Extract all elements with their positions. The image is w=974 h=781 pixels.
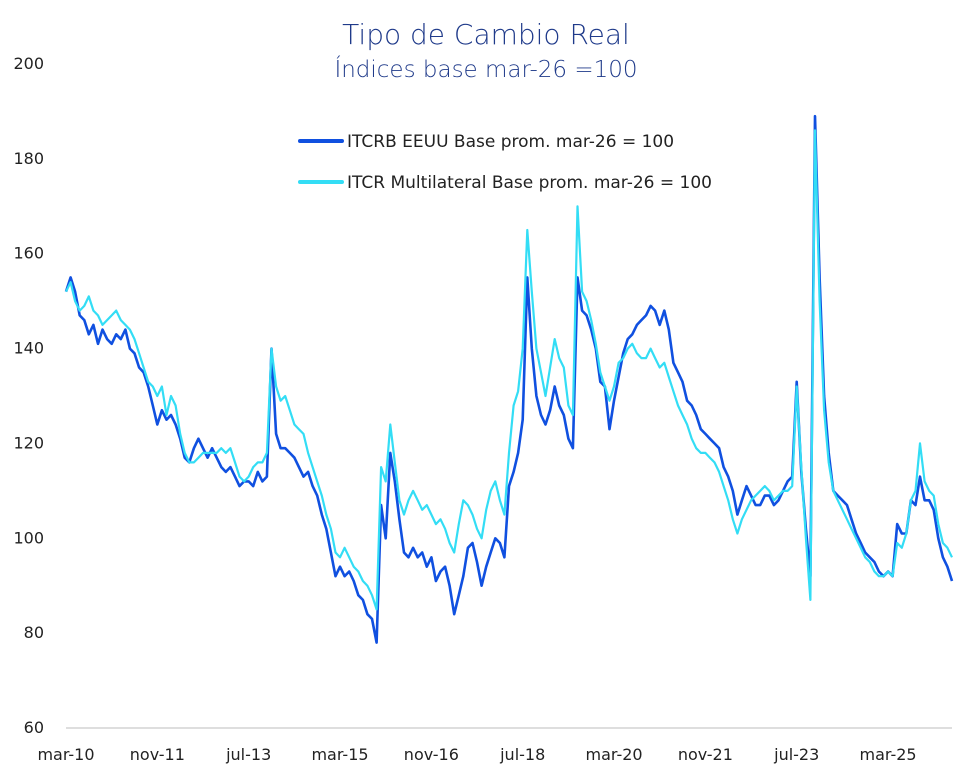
- y-axis-ticks: 60 80 100 120 140 160 180 200: [13, 54, 44, 737]
- y-tick-label: 60: [24, 718, 44, 737]
- chart-title: Tipo de Cambio Real: [342, 18, 630, 51]
- series-line-itcrb-eeuu: [64, 114, 954, 644]
- y-tick-label: 120: [13, 433, 44, 452]
- x-tick-label: mar-10: [37, 745, 94, 764]
- y-tick-label: 100: [13, 528, 44, 547]
- y-tick-label: 180: [13, 149, 44, 168]
- x-tick-label: mar-15: [311, 745, 368, 764]
- x-tick-label: jul-13: [225, 745, 271, 764]
- y-tick-label: 160: [13, 244, 44, 263]
- x-axis-ticks: mar-10 nov-11 jul-13 mar-15 nov-16 jul-18 mar-…: [37, 745, 916, 764]
- x-tick-label: nov-16: [404, 745, 459, 764]
- y-tick-label: 140: [13, 339, 44, 358]
- x-tick-label: nov-11: [130, 745, 185, 764]
- y-tick-label: 200: [13, 54, 44, 73]
- x-tick-label: mar-25: [860, 745, 917, 764]
- series-line-itcr-multilateral: [65, 129, 953, 611]
- x-tick-label: mar-20: [586, 745, 643, 764]
- legend: ITCRB EEUU Base prom. mar-26 = 100 ITCR …: [298, 132, 712, 193]
- legend-label-itcr-multilateral: ITCR Multilateral Base prom. mar-26 = 10…: [347, 173, 712, 193]
- x-tick-label: nov-21: [678, 745, 733, 764]
- x-tick-label: jul-18: [499, 745, 545, 764]
- x-tick-label: jul-23: [773, 745, 819, 764]
- y-tick-label: 80: [24, 623, 44, 642]
- chart-subtitle: Índices base mar-26 =100: [334, 55, 637, 83]
- legend-label-itcrb: ITCRB EEUU Base prom. mar-26 = 100: [347, 132, 674, 152]
- series-layer: [64, 114, 954, 644]
